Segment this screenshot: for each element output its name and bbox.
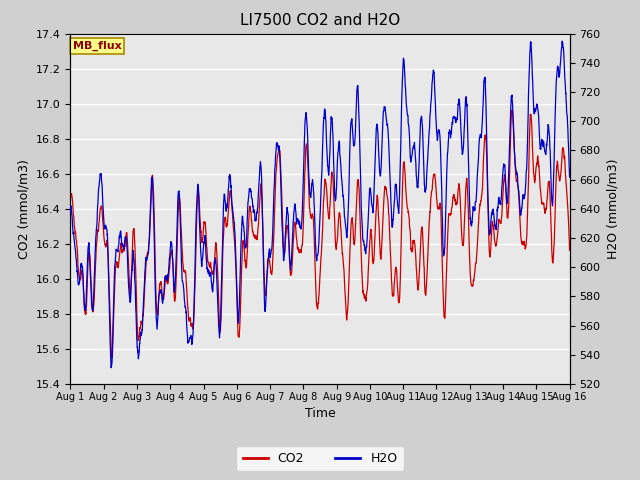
- Title: LI7500 CO2 and H2O: LI7500 CO2 and H2O: [240, 13, 400, 28]
- X-axis label: Time: Time: [305, 407, 335, 420]
- Y-axis label: H2O (mmol/m3): H2O (mmol/m3): [606, 158, 619, 259]
- Y-axis label: CO2 (mmol/m3): CO2 (mmol/m3): [17, 159, 30, 259]
- Text: MB_flux: MB_flux: [73, 41, 122, 51]
- Legend: CO2, H2O: CO2, H2O: [236, 446, 404, 471]
